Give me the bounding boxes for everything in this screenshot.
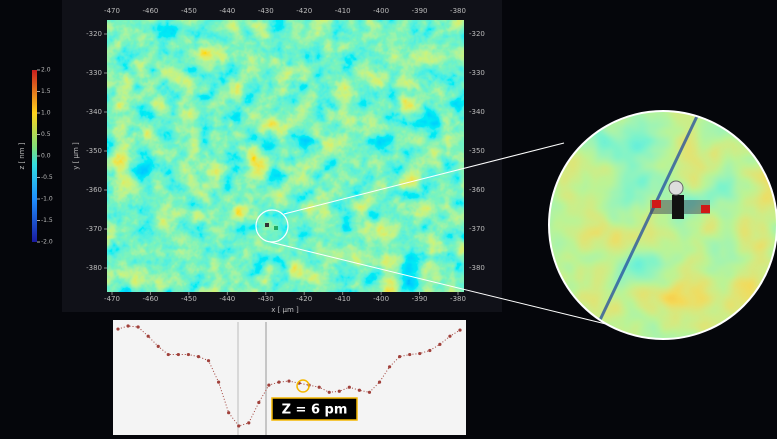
- colorbar-tick-label: 1.0: [41, 110, 51, 117]
- y-tick-label: -340: [86, 108, 102, 116]
- colorbar-tick-label: 2.0: [41, 67, 51, 74]
- x-tick-label: -380: [450, 7, 466, 15]
- profile-point: [368, 391, 371, 394]
- profile-point: [338, 390, 341, 393]
- profile-point: [318, 386, 321, 389]
- y-tick-label: -320: [469, 30, 485, 38]
- profile-point: [438, 343, 441, 346]
- colorbar-label: z [ nm ]: [18, 142, 26, 169]
- y-tick-label: -330: [469, 69, 485, 77]
- profile-point: [277, 381, 280, 384]
- heatmap-image: [107, 20, 464, 292]
- y-tick-label: -370: [469, 225, 485, 233]
- profile-point: [267, 384, 270, 387]
- x-tick-label: -470: [104, 7, 120, 15]
- x-tick-label: -390: [412, 7, 428, 15]
- y-tick-label: -350: [86, 147, 102, 155]
- y-tick-label: -380: [469, 264, 485, 272]
- colorbar-tick-label: -1.5: [41, 217, 53, 224]
- x-tick-label: -400: [373, 295, 389, 303]
- x-tick-label: -470: [104, 295, 120, 303]
- y-tick-label: -350: [469, 147, 485, 155]
- probe-head: [669, 181, 683, 195]
- chart: z [ nm ] y [ μm ] x [ μm ] Z = 6 pm -470…: [0, 0, 777, 435]
- profile-point: [227, 411, 230, 414]
- x-tick-label: -430: [258, 295, 274, 303]
- profile-point: [147, 335, 150, 338]
- x-tick-label: -460: [142, 7, 158, 15]
- y-tick-label: -330: [86, 69, 102, 77]
- x-tick-label: -400: [373, 7, 389, 15]
- y-tick-label: -370: [86, 225, 102, 233]
- profile-point: [247, 421, 250, 424]
- x-tick-label: -390: [412, 295, 428, 303]
- x-tick-label: -450: [181, 295, 197, 303]
- profile-point: [116, 327, 119, 330]
- profile-point: [257, 401, 260, 404]
- profile-point: [126, 324, 129, 327]
- profile-point: [398, 355, 401, 358]
- profile-point: [378, 381, 381, 384]
- profile-point: [167, 353, 170, 356]
- y-tick-label: -380: [86, 264, 102, 272]
- probe-wing: [652, 200, 661, 208]
- x-tick-label: -430: [258, 7, 274, 15]
- profile-point: [207, 359, 210, 362]
- profile-point: [448, 335, 451, 338]
- x-tick-label: -460: [142, 295, 158, 303]
- probe-dot: [265, 223, 269, 227]
- colorbar-tick-label: 1.5: [41, 88, 51, 95]
- colorbar: [32, 70, 37, 242]
- y-axis-label: y [ μm ]: [72, 142, 80, 170]
- x-tick-label: -420: [296, 7, 312, 15]
- annotation: Z = 6 pm: [282, 403, 348, 418]
- colorbar-tick-label: 0.0: [41, 153, 51, 160]
- x-tick-label: -410: [335, 295, 351, 303]
- x-tick-label: -410: [335, 7, 351, 15]
- x-tick-label: -380: [450, 295, 466, 303]
- profile-point: [137, 325, 140, 328]
- colorbar-tick-label: -0.5: [41, 174, 53, 181]
- profile-point: [388, 365, 391, 368]
- profile-point: [187, 353, 190, 356]
- y-tick-label: -320: [86, 30, 102, 38]
- probe-tip: [672, 195, 684, 219]
- profile-point: [287, 379, 290, 382]
- x-axis-label: x [ μm ]: [271, 306, 299, 314]
- profile-point: [358, 389, 361, 392]
- x-tick-label: -450: [181, 7, 197, 15]
- probe-dot: [274, 226, 278, 230]
- profile-point: [197, 355, 200, 358]
- probe-wing: [701, 205, 710, 213]
- profile-point: [157, 345, 160, 348]
- profile-point: [428, 349, 431, 352]
- y-tick-label: -340: [469, 108, 485, 116]
- colorbar-tick-label: -2.0: [41, 239, 53, 246]
- y-tick-label: -360: [469, 186, 485, 194]
- x-tick-label: -420: [296, 295, 312, 303]
- x-tick-label: -440: [219, 7, 235, 15]
- colorbar-tick-label: 0.5: [41, 131, 51, 138]
- colorbar-tick-label: -1.0: [41, 196, 53, 203]
- y-tick-label: -360: [86, 186, 102, 194]
- profile-point: [418, 352, 421, 355]
- x-tick-label: -440: [219, 295, 235, 303]
- profile-point: [328, 391, 331, 394]
- profile-point: [348, 386, 351, 389]
- profile-point: [217, 381, 220, 384]
- profile-point: [458, 328, 461, 331]
- profile-point: [237, 424, 240, 427]
- profile-point: [408, 353, 411, 356]
- profile-point: [177, 353, 180, 356]
